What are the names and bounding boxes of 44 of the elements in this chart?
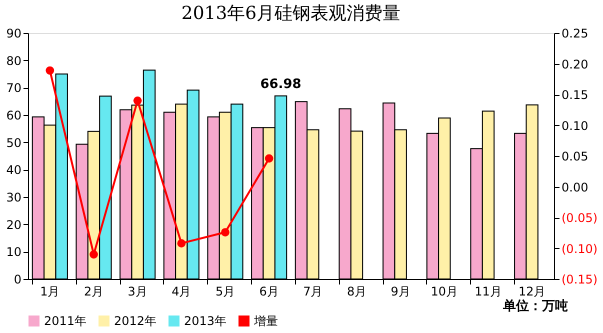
y-tick-label: 60 — [6, 108, 22, 122]
y2-tick-label: (0.10) — [562, 242, 598, 256]
x-tick-label: 9月 — [390, 284, 410, 298]
x-tick-label: 6月 — [259, 284, 279, 298]
point — [264, 154, 274, 163]
y2-tick-label: 0.00 — [562, 180, 588, 194]
point — [221, 228, 230, 236]
x-tick-label: 2月 — [84, 284, 104, 298]
x-tick-label: 4月 — [172, 284, 192, 298]
x-tick-label: 12月 — [518, 284, 546, 298]
y2-tick-label: 0.20 — [562, 57, 588, 72]
point — [133, 96, 142, 105]
data-label: 66.98 — [260, 76, 302, 92]
legend-label: 2012年 — [114, 314, 157, 328]
point — [90, 250, 98, 259]
legend-label: 增量 — [253, 314, 278, 328]
text: 单位：万吨 — [502, 298, 568, 314]
legend-label: 2011年 — [44, 314, 87, 328]
y-tick-label: 0 — [14, 272, 22, 286]
x-tick-label: 3月 — [128, 284, 148, 298]
point — [177, 239, 186, 248]
y2-tick-label: 0.25 — [562, 26, 588, 40]
y2-tick-label: 0.10 — [562, 118, 588, 133]
y2-tick-label: 0.05 — [562, 150, 588, 164]
y-tick-label: 10 — [6, 245, 22, 260]
chart-title: 2013年6月硅钢表观消费量 — [181, 3, 401, 24]
y2-tick-label: (0.05) — [562, 211, 598, 225]
x-tick-label: 8月 — [346, 284, 367, 298]
y-tick-label: 50 — [6, 136, 22, 150]
y2-tick-label: (0.15) — [562, 272, 598, 286]
y2-tick-label: 0.15 — [562, 88, 588, 102]
y-tick-label: 40 — [6, 163, 22, 178]
y-tick-label: 70 — [6, 81, 22, 96]
y-tick-label: 80 — [6, 54, 22, 68]
y-tick-label: 90 — [6, 26, 22, 40]
x-tick-label: 7月 — [303, 284, 323, 298]
y-tick-label: 20 — [6, 218, 22, 232]
x-tick-label: 5月 — [215, 284, 236, 298]
point — [46, 66, 54, 75]
x-tick-label: 10月 — [430, 284, 458, 298]
x-tick-label: 1月 — [40, 284, 60, 298]
legend-label: 2013年 — [184, 314, 227, 328]
x-tick-label: 11月 — [474, 284, 502, 298]
y-tick-label: 30 — [6, 190, 22, 204]
